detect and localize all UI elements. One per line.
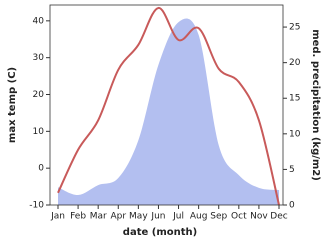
y-axis-label: max temp (C): [7, 67, 18, 143]
y2-tick-label: 5: [289, 165, 295, 175]
x-tick-label: Nov: [250, 212, 268, 222]
x-tick-label: Sep: [210, 212, 227, 222]
x-tick-label: Apr: [110, 212, 126, 222]
y-tick-label: 20: [33, 90, 45, 100]
y2-tick-label: 0: [289, 201, 295, 211]
x-tick-label: Aug: [190, 212, 208, 222]
y-tick-label: -10: [29, 201, 44, 211]
x-tick-label: Jan: [50, 212, 65, 222]
plot-frame: [49, 4, 284, 206]
y2-tick-label: 20: [289, 58, 301, 68]
y-tick-label: 0: [38, 164, 44, 174]
x-tick-label: Dec: [270, 212, 287, 222]
x-tick-label: Mar: [90, 212, 107, 222]
x-tick-label: Feb: [70, 212, 86, 222]
y-tick-label: 10: [33, 127, 45, 137]
x-tick-label: Jun: [150, 212, 165, 222]
y2-tick-label: 25: [289, 23, 300, 33]
x-axis-label: date (month): [123, 227, 197, 238]
x-tick-label: May: [129, 212, 148, 222]
y-tick-label: 40: [33, 16, 45, 26]
x-tick-label: Jul: [172, 212, 184, 222]
precip-area: [58, 18, 279, 206]
x-tick-label: Oct: [231, 212, 247, 222]
y-tick-label: 30: [33, 53, 45, 63]
temp-line: [57, 6, 280, 206]
y2-axis-label: med. precipitation (kg/m2): [310, 29, 321, 181]
y2-tick-label: 15: [289, 94, 300, 104]
y2-tick-label: 10: [289, 129, 301, 139]
